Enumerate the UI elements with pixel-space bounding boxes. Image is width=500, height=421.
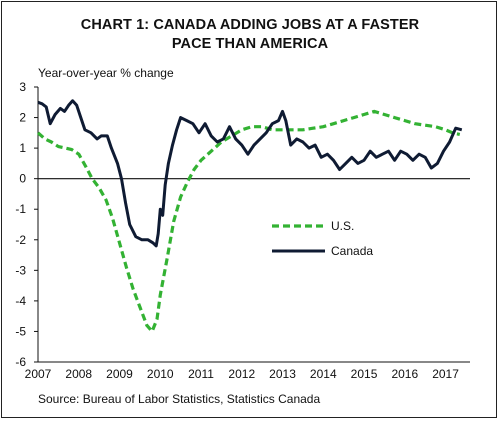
x-tick-label: 2009 <box>106 367 133 381</box>
x-tick-label: 2015 <box>351 367 378 381</box>
x-tick-label: 2014 <box>310 367 337 381</box>
y-tick-label: -2 <box>15 233 26 247</box>
y-tick-label: -5 <box>15 324 26 338</box>
chart-title-line-2: PACE THAN AMERICA <box>171 36 329 52</box>
chart-title-line-1: CHART 1: CANADA ADDING JOBS AT A FASTER <box>80 17 420 33</box>
x-tick-label: 2016 <box>391 367 418 381</box>
canada-series-line <box>37 99 463 248</box>
legend-canada-label: Canada <box>331 244 373 258</box>
y-tick-label: -3 <box>15 263 26 277</box>
x-tick-label: 2008 <box>65 367 92 381</box>
y-tick-label: -6 <box>15 355 26 369</box>
y-tick-label: -1 <box>15 202 26 216</box>
y-axis-label: Year-over-year % change <box>38 66 174 80</box>
legend-us-label: U.S. <box>331 219 354 233</box>
x-tick-label: 2017 <box>432 367 459 381</box>
y-tick-label: 2 <box>19 111 26 125</box>
x-tick-label: 2013 <box>269 367 296 381</box>
source-note: Source: Bureau of Labor Statistics, Stat… <box>38 392 320 406</box>
x-tick-label: 2007 <box>25 367 52 381</box>
x-tick-label: 2011 <box>188 367 214 381</box>
y-tick-label: -4 <box>15 294 26 308</box>
chart-title: CHART 1: CANADA ADDING JOBS AT A FASTER … <box>2 16 498 54</box>
x-tick-label: 2010 <box>147 367 174 381</box>
y-tick-label: 3 <box>19 80 26 94</box>
y-tick-label: 1 <box>19 141 26 155</box>
x-tick-label: 2012 <box>228 367 255 381</box>
y-tick-label: 0 <box>19 172 26 186</box>
us-series-line <box>36 109 461 333</box>
